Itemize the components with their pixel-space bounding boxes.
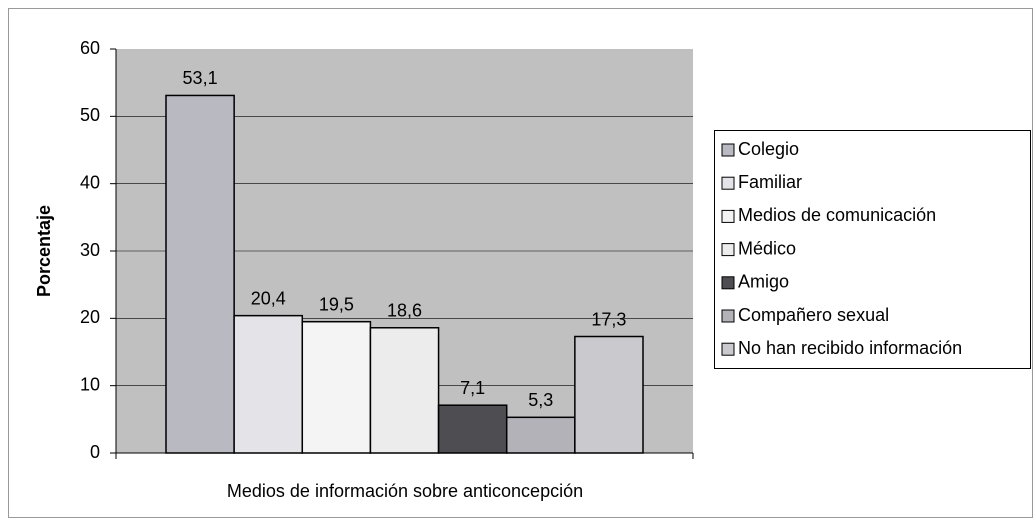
- x-axis-label: Medios de información sobre anticoncepci…: [227, 481, 583, 501]
- data-label: 19,5: [319, 294, 354, 314]
- y-tick-label: 0: [90, 442, 100, 462]
- data-label: 18,6: [387, 301, 422, 321]
- legend-label: Medios de comunicación: [738, 205, 936, 225]
- data-label: 20,4: [251, 288, 286, 308]
- data-label: 7,1: [460, 378, 485, 398]
- bar: [437, 404, 508, 454]
- y-axis-label: Porcentaje: [34, 205, 54, 297]
- legend-label: Amigo: [738, 272, 789, 292]
- legend-swatch: [721, 309, 735, 323]
- data-label: 5,3: [528, 390, 553, 410]
- y-tick-label: 10: [80, 374, 100, 394]
- legend-swatch: [721, 276, 735, 290]
- legend-label: Colegio: [738, 139, 799, 159]
- legend-label: Compañero sexual: [738, 305, 889, 325]
- bar: [233, 314, 304, 454]
- legend-swatch: [721, 342, 735, 356]
- legend-label: Familiar: [738, 172, 802, 192]
- legend-swatch: [721, 176, 735, 190]
- legend-label: Médico: [738, 238, 796, 258]
- data-label: 53,1: [183, 68, 218, 88]
- legend-swatch: [721, 143, 735, 157]
- legend-swatch: [721, 209, 735, 223]
- bar: [301, 320, 372, 454]
- y-tick-label: 50: [80, 105, 100, 125]
- legend-label: No han recibido información: [738, 338, 962, 358]
- y-tick-label: 40: [80, 172, 100, 192]
- legend-swatch: [721, 243, 735, 257]
- bar: [505, 416, 576, 454]
- bar: [369, 327, 440, 454]
- y-tick-label: 30: [80, 240, 100, 260]
- legend-box: [714, 130, 1031, 369]
- y-tick-label: 60: [80, 38, 100, 58]
- bar: [574, 335, 644, 454]
- bar: [165, 94, 235, 454]
- y-tick-label: 20: [80, 307, 100, 327]
- data-label: 17,3: [591, 309, 626, 329]
